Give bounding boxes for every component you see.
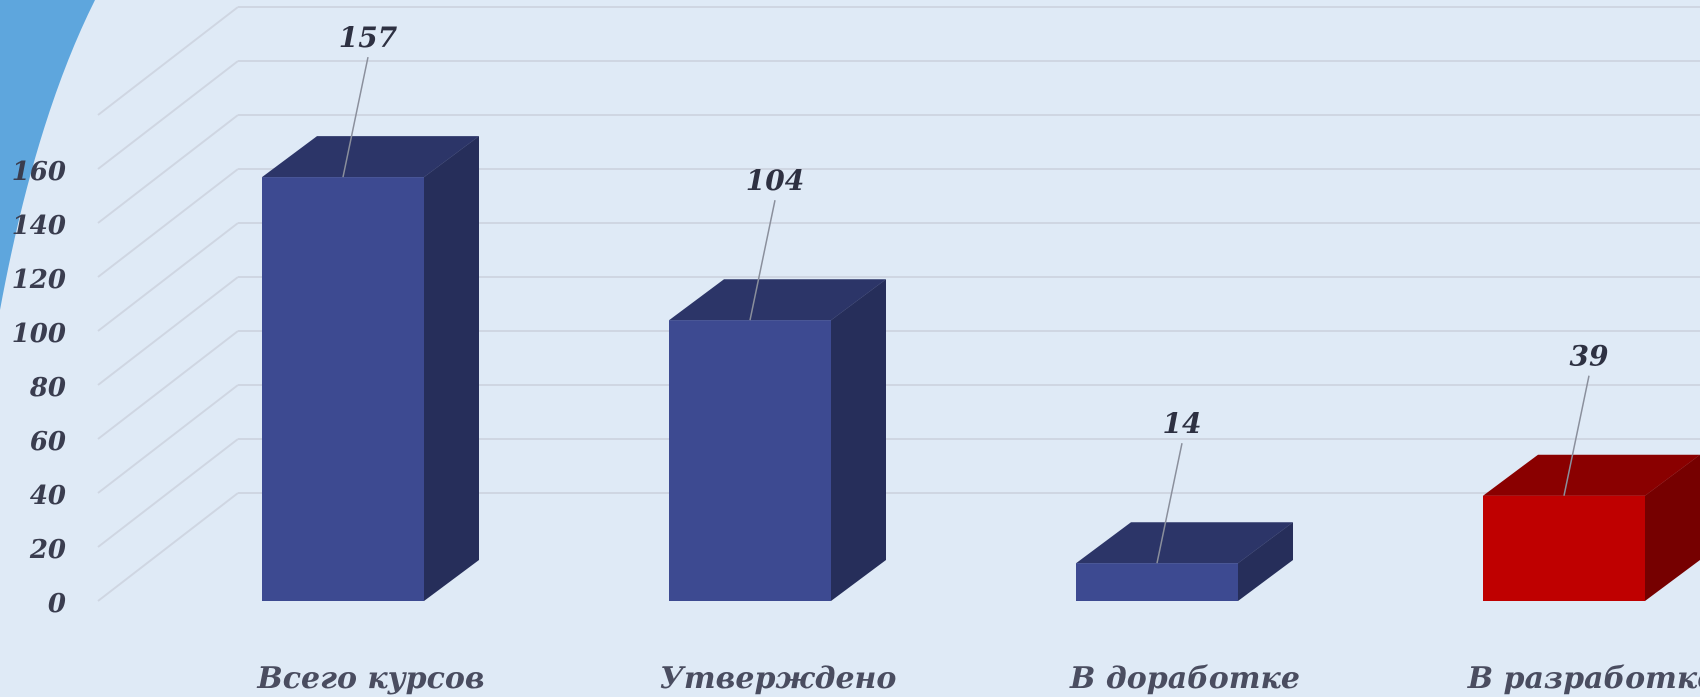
y-tick-label: 160 [12,157,66,187]
gridline-side [97,6,239,116]
bar-side-face [831,279,886,601]
bar-side-face [1645,454,1700,601]
data-label-leader [342,56,369,178]
bar-front-face [1483,495,1645,601]
bar-side-face [1238,522,1293,601]
bar-top-face [1483,454,1700,496]
y-tick-label: 100 [12,319,66,349]
data-label-leader [749,200,776,321]
data-label: 157 [339,21,398,54]
y-tick-label: 80 [29,373,66,403]
gridline-side [97,438,239,548]
bar-top-face [669,279,886,321]
data-label: 104 [746,164,804,197]
data-label: 14 [1163,407,1202,440]
y-tick-label: 20 [29,535,66,565]
y-tick-label: 120 [12,265,66,295]
bar [1483,454,1700,601]
bar-top-face [1076,522,1293,564]
gridline-side [97,168,239,278]
category-label: В разработке [1467,661,1700,696]
category-label: Утверждено [660,661,897,696]
data-label: 39 [1570,340,1609,373]
bar [262,136,479,601]
data-label-leader [1563,375,1590,496]
gridline-side [97,492,239,602]
corner-accent-shape [0,0,95,310]
bar-front-face [1076,563,1238,601]
y-axis-tick-labels: 0 20 40 60 80 100 120 140 160 [12,157,66,619]
y-tick-label: 40 [30,481,66,511]
y-tick-label: 60 [30,427,66,457]
data-label-leader [1156,443,1183,564]
gridline-side [97,384,239,494]
bar-top-face [262,136,479,178]
category-label: Всего курсов [256,661,484,696]
gridline-side [97,222,239,332]
bars [262,136,1700,601]
gridline-side [97,330,239,440]
category-label: В доработке [1069,661,1300,696]
x-axis-category-labels: Всего курсов Утверждено В доработке В разра… [256,661,1700,696]
gridline-side [97,114,239,224]
bar-front-face [262,177,424,601]
bar [669,279,886,601]
y-tick-label: 0 [48,589,66,619]
data-labels: 157 104 14 39 [339,21,1609,564]
gridlines [97,6,1700,602]
bar [1076,522,1293,601]
gridline-side [97,276,239,386]
gridline-side [97,60,239,170]
bar-front-face [669,320,831,601]
bar-side-face [424,136,479,601]
y-tick-label: 140 [12,211,66,241]
